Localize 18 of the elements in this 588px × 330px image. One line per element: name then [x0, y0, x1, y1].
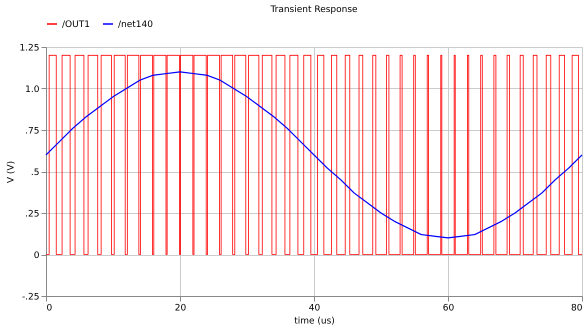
- y-axis-title: V (V): [6, 160, 16, 184]
- legend-label: /net140: [118, 20, 154, 30]
- y-tick-label: 0: [34, 251, 40, 261]
- y-tick-label: .75: [25, 126, 40, 136]
- y-tick-label: .5: [30, 168, 40, 178]
- x-tick-label: 20: [174, 304, 186, 314]
- x-tick-label: 60: [442, 304, 454, 314]
- x-tick-label: 0: [46, 304, 52, 314]
- chart-title: Transient Response: [269, 5, 358, 15]
- y-tick-label: 1.0: [25, 85, 40, 95]
- x-axis-title: time (us): [294, 316, 335, 326]
- x-tick-label: 40: [308, 304, 320, 314]
- legend-label: /OUT1: [62, 20, 90, 30]
- y-tick-label: 1.25: [19, 44, 40, 54]
- y-tick-label: .25: [25, 210, 40, 220]
- x-tick-label: 80: [571, 304, 583, 314]
- line-series: [45, 71, 583, 238]
- y-tick-label: -.25: [22, 292, 40, 302]
